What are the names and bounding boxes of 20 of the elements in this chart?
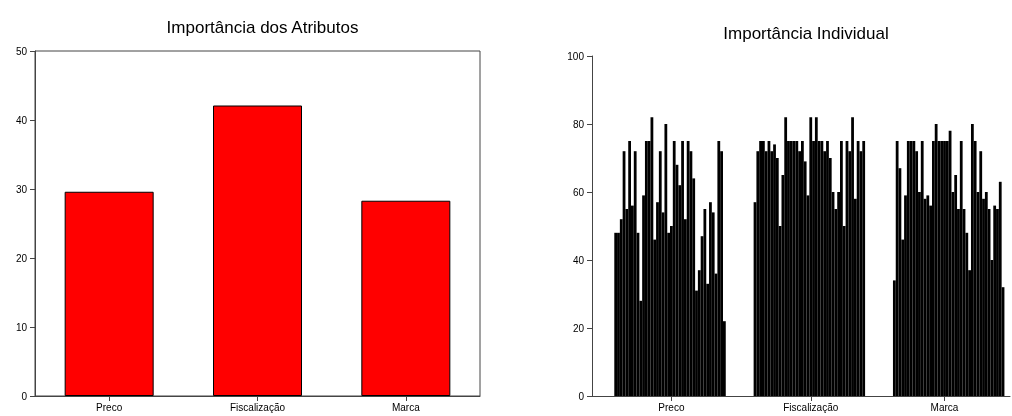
x-tick-label: Fiscalização xyxy=(783,401,839,413)
x-tick-label: Marca xyxy=(391,401,421,413)
x-tick-label: Preco xyxy=(96,401,123,413)
y-tick-label: 80 xyxy=(572,118,585,130)
chart-title: Importância dos Atributos xyxy=(166,18,359,37)
y-tick-label: 10 xyxy=(15,321,28,333)
chart-title: Importância Individual xyxy=(723,24,889,43)
y-tick-label: 50 xyxy=(15,45,28,57)
y-tick-label: 40 xyxy=(15,114,28,126)
y-tick-label: 60 xyxy=(572,186,585,198)
y-tick-label: 0 xyxy=(578,390,585,402)
y-tick-label: 40 xyxy=(572,254,585,266)
y-tick-label: 20 xyxy=(15,252,28,264)
y-tick-label: 20 xyxy=(572,322,585,334)
y-tick-label: 30 xyxy=(15,183,28,195)
x-tick-label: Preco xyxy=(658,401,685,413)
x-tick-label: Marca xyxy=(930,401,959,413)
y-tick-label: 100 xyxy=(567,50,585,62)
x-tick-label: Fiscalização xyxy=(229,401,286,413)
y-tick-label: 0 xyxy=(21,390,28,402)
